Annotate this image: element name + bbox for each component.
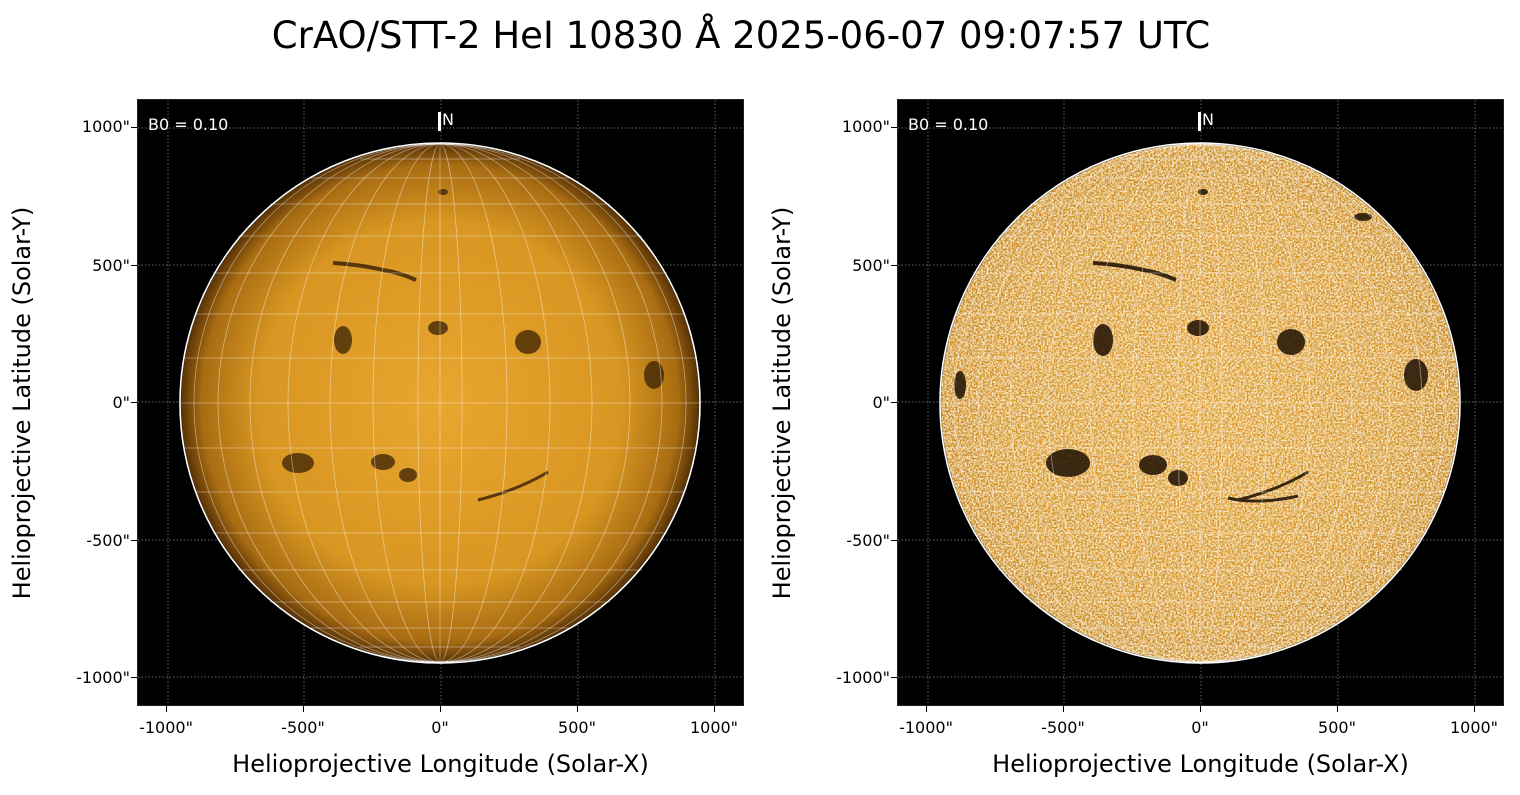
solar-panel-right: Helioprojective Latitude (Solar-Y) 1000"… xyxy=(760,0,1520,795)
north-label: N xyxy=(442,110,454,129)
y-tick-label: 500" xyxy=(92,256,130,275)
y-tick-mark xyxy=(131,265,137,266)
x-tick-mark xyxy=(1474,706,1475,712)
solar-disk-image xyxy=(138,100,743,705)
x-tick-mark xyxy=(303,706,304,712)
x-tick-mark xyxy=(440,706,441,712)
x-tick-mark xyxy=(1337,706,1338,712)
y-tick-label: 0" xyxy=(872,393,890,412)
dark-features xyxy=(954,189,1428,503)
y-tick-label: 500" xyxy=(852,256,890,275)
y-tick-label: 0" xyxy=(112,393,130,412)
x-tick-mark xyxy=(926,706,927,712)
x-tick-mark xyxy=(577,706,578,712)
y-tick-mark xyxy=(891,677,897,678)
y-tick-mark xyxy=(131,127,137,128)
x-tick-label: 1000" xyxy=(1449,718,1499,737)
y-tick-label: -500" xyxy=(86,531,130,550)
x-tick-label: 0" xyxy=(431,718,449,737)
y-tick-label: -1000" xyxy=(76,668,130,687)
solar-panel-left: Helioprojective Latitude (Solar-Y) 1000"… xyxy=(8,99,744,778)
x-tick-label: 500" xyxy=(558,718,596,737)
x-tick-mark xyxy=(714,706,715,712)
y-axis-label: Helioprojective Latitude (Solar-Y) xyxy=(768,206,796,600)
x-tick-label: -1000" xyxy=(139,718,193,737)
north-indicator xyxy=(438,112,441,131)
y-tick-label: 1000" xyxy=(81,117,130,136)
y-tick-label: -1000" xyxy=(836,668,890,687)
x-tick-label: 0" xyxy=(1191,718,1209,737)
x-tick-mark xyxy=(166,706,167,712)
north-indicator xyxy=(1198,112,1201,131)
b0-label: B0 = 0.10 xyxy=(148,115,229,134)
north-label: N xyxy=(1202,110,1214,129)
y-axis-label: Helioprojective Latitude (Solar-Y) xyxy=(8,206,36,600)
solar-disk-image xyxy=(898,100,1503,705)
y-tick-mark xyxy=(891,265,897,266)
b0-label: B0 = 0.10 xyxy=(908,115,989,134)
solar-image-frame: B0 = 0.10 N xyxy=(897,99,1504,706)
coordinate-grid xyxy=(941,143,1459,663)
figure-title: CrAO/STT-2 HeI 10830 Å 2025-06-07 09:07:… xyxy=(271,14,1211,57)
dark-features xyxy=(282,189,664,502)
y-tick-mark xyxy=(891,402,897,403)
y-tick-label: 1000" xyxy=(841,117,890,136)
y-tick-mark xyxy=(891,540,897,541)
x-tick-label: -500" xyxy=(281,718,325,737)
solar-image-frame: B0 = 0.10 N xyxy=(137,99,744,706)
x-tick-label: -1000" xyxy=(899,718,953,737)
x-axis-label: Helioprojective Longitude (Solar-X) xyxy=(232,750,649,778)
y-tick-mark xyxy=(131,677,137,678)
x-tick-label: 500" xyxy=(1318,718,1356,737)
x-tick-mark xyxy=(1200,706,1201,712)
x-tick-label: -500" xyxy=(1041,718,1085,737)
x-axis-label: Helioprojective Longitude (Solar-X) xyxy=(992,750,1409,778)
y-tick-label: -500" xyxy=(846,531,890,550)
y-tick-mark xyxy=(131,402,137,403)
x-tick-label: 1000" xyxy=(689,718,739,737)
x-tick-mark xyxy=(1063,706,1064,712)
coordinate-grid xyxy=(181,143,699,663)
y-tick-mark xyxy=(891,127,897,128)
y-tick-mark xyxy=(131,540,137,541)
